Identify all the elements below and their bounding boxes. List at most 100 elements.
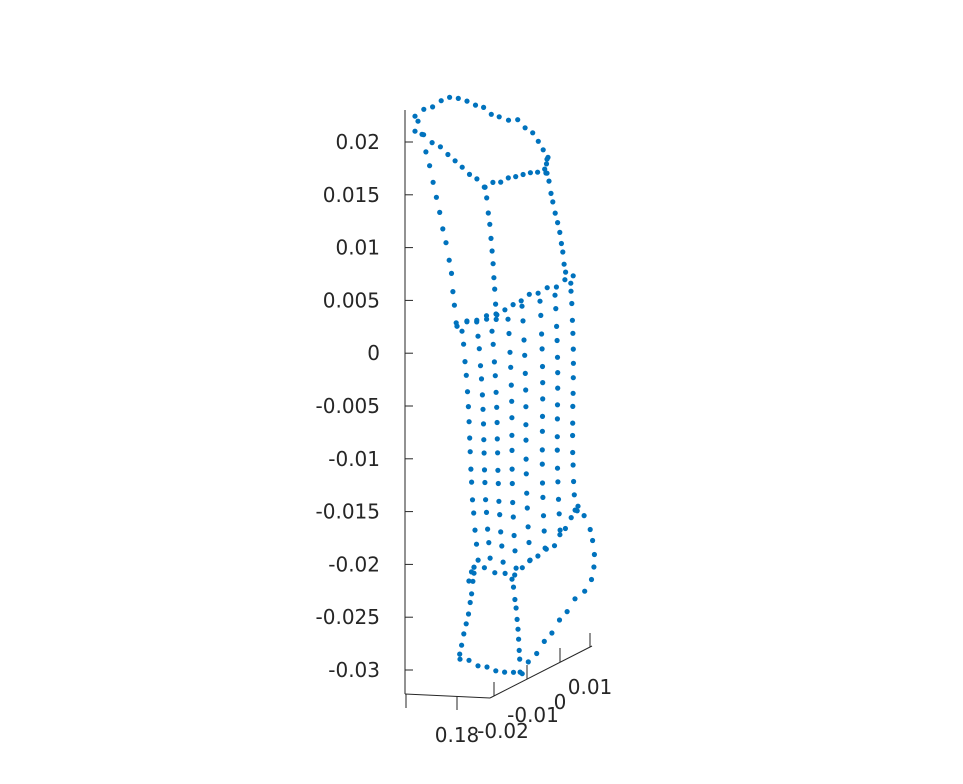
data-point (521, 337, 527, 343)
data-point (554, 434, 560, 440)
data-point (469, 479, 475, 485)
data-point (463, 621, 469, 627)
data-point (539, 331, 545, 337)
data-point (466, 419, 472, 425)
data-point (518, 298, 524, 304)
data-point (519, 671, 525, 677)
data-point (534, 650, 540, 657)
data-point (459, 642, 465, 648)
data-point (482, 479, 488, 486)
data-point (509, 398, 515, 404)
data-point (539, 428, 546, 434)
data-point (539, 480, 546, 486)
data-point (570, 390, 576, 396)
data-point (490, 341, 496, 347)
data-point (572, 596, 578, 602)
data-point (554, 402, 561, 408)
data-point (540, 513, 547, 519)
data-point (543, 546, 549, 552)
data-point (475, 333, 481, 339)
data-point (524, 490, 530, 496)
data-point (474, 176, 480, 182)
data-point (430, 179, 436, 185)
data-point (562, 277, 568, 283)
data-point (512, 572, 518, 578)
y-tick-label: -0.02 (477, 719, 529, 743)
data-point (495, 467, 501, 473)
data-point (541, 638, 547, 645)
data-point (471, 510, 477, 516)
data-point (519, 303, 525, 309)
data-point (555, 479, 561, 485)
z-tick-label: 0.02 (335, 130, 380, 154)
data-point (484, 316, 490, 322)
data-point (509, 480, 515, 487)
data-point (499, 543, 505, 549)
data-point (523, 422, 529, 428)
z-tick-label: 0.005 (323, 288, 380, 312)
data-point (550, 199, 556, 205)
data-point (491, 275, 497, 281)
data-point (525, 524, 531, 530)
data-point (523, 437, 529, 443)
data-point (540, 494, 546, 500)
data-point (509, 432, 515, 438)
data-point (555, 496, 562, 502)
data-point (555, 385, 561, 391)
data-point (537, 298, 543, 304)
data-point (502, 570, 508, 577)
data-point (557, 527, 563, 533)
data-point (494, 404, 500, 410)
data-point (523, 471, 529, 477)
data-point (461, 631, 467, 637)
data-point (582, 588, 588, 594)
data-point (478, 376, 485, 382)
z-tick-label: 0 (367, 341, 380, 365)
data-point (509, 447, 515, 453)
data-point (466, 171, 473, 177)
data-point (538, 312, 544, 318)
y-tick-label: 0 (554, 690, 567, 714)
data-point (556, 617, 563, 623)
data-point (542, 166, 548, 172)
data-point (562, 525, 569, 532)
data-point (421, 106, 427, 112)
data-point (505, 117, 512, 123)
data-point (570, 360, 577, 366)
data-point (475, 557, 481, 563)
data-point (496, 114, 502, 120)
data-point (543, 161, 550, 167)
data-point (570, 432, 576, 439)
x-axis-line (404, 693, 491, 699)
data-point (467, 599, 473, 606)
data-point (554, 465, 561, 471)
data-point (494, 419, 500, 426)
data-point (481, 450, 487, 456)
data-point (557, 532, 563, 538)
data-point (492, 286, 498, 292)
z-tick-label: 0.01 (335, 236, 380, 260)
data-point (433, 194, 439, 200)
data-point (468, 569, 475, 575)
data-point (574, 508, 580, 514)
data-point (479, 392, 485, 398)
data-point (549, 630, 555, 636)
data-point (524, 505, 530, 511)
data-point (419, 131, 425, 137)
data-point (568, 515, 574, 521)
data-point (570, 273, 576, 279)
data-point (488, 235, 494, 241)
data-point (508, 364, 514, 370)
data-point (452, 158, 458, 164)
data-point (457, 656, 463, 662)
data-point (430, 104, 436, 110)
data-point (512, 596, 518, 603)
data-point (486, 540, 492, 546)
data-point (525, 659, 531, 665)
data-point (468, 466, 474, 472)
data-point (507, 349, 513, 355)
data-point (544, 156, 550, 162)
data-point (517, 656, 523, 662)
data-point (412, 128, 418, 134)
data-point (509, 415, 515, 421)
